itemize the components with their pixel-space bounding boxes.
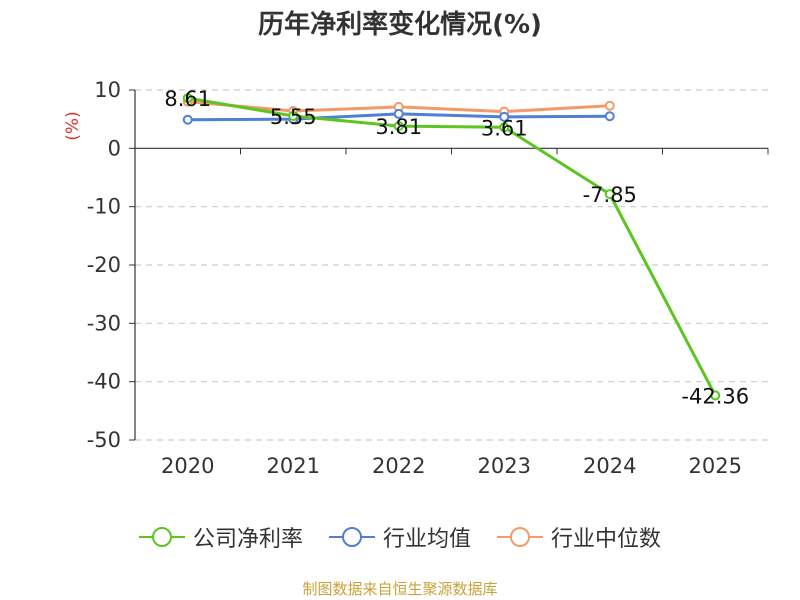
legend-average-line-icon: [328, 527, 375, 547]
legend-label-industry-median: 行业中位数: [551, 527, 662, 552]
data-point: [182, 93, 193, 104]
data-label: 3.81: [375, 115, 422, 139]
data-label: -7.85: [583, 183, 637, 207]
x-tick-label: 2023: [478, 454, 531, 478]
y-tick-label: 10: [94, 78, 121, 102]
data-point: [393, 121, 404, 132]
series-layer: [182, 93, 721, 401]
y-tick-label: -50: [87, 428, 121, 452]
line-chart: 10 0 -10 -20 -30 -40 -50 2020 2021 2022 2023 2024 20…: [63, 78, 769, 478]
data-label: 3.61: [481, 116, 528, 140]
legend-item-company[interactable]: 公司净利率: [138, 521, 303, 553]
y-tick-label: 0: [108, 136, 121, 160]
grid-layer: [135, 89, 768, 441]
data-point: [604, 100, 615, 111]
axis-layer: 10 0 -10 -20 -30 -40 -50 2020 2021 2022 2023 2024 20…: [63, 78, 769, 478]
chart-title: 历年净利率变化情况(%): [258, 10, 542, 40]
y-axis-label: (%): [63, 111, 83, 140]
legend-label-company: 公司净利率: [192, 527, 303, 552]
data-point: [604, 189, 615, 200]
data-point: [499, 111, 510, 122]
x-tick-label: 2022: [372, 454, 425, 478]
chart-legend: 公司净利率 行业均值 行业中位数: [0, 520, 800, 554]
data-point: [499, 122, 510, 133]
legend-company-line-icon: [138, 527, 185, 547]
legend-item-industry-median[interactable]: 行业中位数: [497, 521, 661, 553]
data-point: [182, 114, 193, 125]
data-label: -42.36: [681, 384, 749, 408]
legend-item-industry-average[interactable]: 行业均值: [328, 521, 471, 553]
series-line-0: [187, 96, 717, 397]
label-layer: 8.61 5.55 3.81 3.61 -7.85 -42.36: [164, 87, 749, 408]
data-point: [710, 390, 721, 401]
x-tick-label: 2025: [689, 454, 742, 478]
y-tick-label: -20: [87, 253, 121, 277]
y-tick-label: -10: [87, 195, 121, 219]
data-point: [288, 110, 299, 121]
x-tick-label: 2021: [267, 454, 320, 478]
data-point: [604, 111, 615, 122]
data-label: 8.61: [164, 87, 211, 111]
source-note: 制图数据来自恒生聚源数据库: [302, 580, 498, 598]
y-tick-label: -30: [87, 311, 121, 335]
data-point: [393, 108, 404, 119]
legend-median-line-icon: [497, 527, 543, 547]
x-tick-label: 2020: [161, 454, 214, 478]
legend-label-industry-average: 行业均值: [382, 527, 471, 552]
x-tick-label: 2024: [583, 454, 636, 478]
y-tick-label: -40: [87, 370, 121, 394]
data-label: 5.55: [270, 105, 317, 129]
